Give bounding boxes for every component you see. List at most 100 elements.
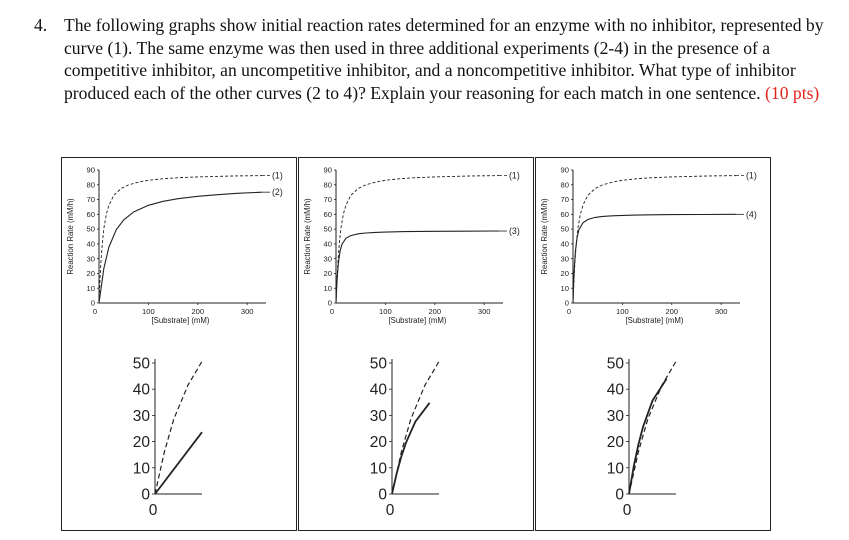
question-body: The following graphs show initial reacti… xyxy=(64,14,834,104)
y-tick-label: 60 xyxy=(324,210,332,219)
y-axis-title: Reaction Rate (mM/h) xyxy=(303,198,312,275)
inset-x-tick-label: 0 xyxy=(386,502,395,519)
inset-y-tick-label: 0 xyxy=(378,487,387,504)
y-tick-label: 70 xyxy=(561,195,569,204)
series-line xyxy=(98,191,263,304)
y-axis-title: Reaction Rate (mM/h) xyxy=(540,198,549,275)
inset-series-line xyxy=(154,361,203,495)
x-tick-label: 200 xyxy=(665,307,678,316)
inset-y-tick-label: 0 xyxy=(615,487,624,504)
inset-y-tick-label: 40 xyxy=(370,382,388,399)
inset-y-tick-label: 20 xyxy=(370,434,388,451)
y-tick-label: 10 xyxy=(87,284,95,293)
graph-panel-1: 0 10 20 30 40 50 60 70 80 90 0 100 200 300 [Substrate]… xyxy=(61,157,297,531)
chart-inset-2: 0 10 20 30 40 50 0 xyxy=(370,356,440,519)
x-tick-label: 0 xyxy=(567,307,571,316)
x-tick-label: 0 xyxy=(330,307,334,316)
y-tick-label: 80 xyxy=(87,180,95,189)
chart-main-1: 0 10 20 30 40 50 60 70 80 90 0 100 200 300 [Substrate]… xyxy=(66,166,283,325)
inset-y-tick-label: 30 xyxy=(133,408,151,425)
y-tick-label: 60 xyxy=(561,210,569,219)
inset-series-line xyxy=(391,361,440,495)
x-tick-label: 300 xyxy=(241,307,254,316)
series-line xyxy=(335,175,500,304)
inset-y-tick-label: 10 xyxy=(133,460,151,477)
inset-y-tick-label: 30 xyxy=(370,408,388,425)
series-label: (1) xyxy=(509,171,520,181)
y-tick-label: 0 xyxy=(565,299,569,308)
inset-y-tick-label: 0 xyxy=(141,487,150,504)
inset-y-tick-label: 50 xyxy=(370,356,388,373)
x-tick-label: 200 xyxy=(428,307,441,316)
graph-panel-2: 0 10 20 30 40 50 60 70 80 90 0 100 200 300 [Substrate]… xyxy=(298,157,534,531)
y-tick-label: 50 xyxy=(324,225,332,234)
x-tick-label: 300 xyxy=(478,307,491,316)
chart-main-2: 0 10 20 30 40 50 60 70 80 90 0 100 200 300 [Substrate]… xyxy=(303,166,520,325)
x-tick-label: 200 xyxy=(191,307,204,316)
y-tick-label: 80 xyxy=(561,180,569,189)
inset-x-tick-label: 0 xyxy=(623,502,632,519)
inset-series-line xyxy=(154,431,203,495)
inset-y-tick-label: 40 xyxy=(133,382,151,399)
x-axis-title: [Substrate] (mM) xyxy=(625,316,683,325)
inset-y-tick-label: 10 xyxy=(370,460,388,477)
y-tick-label: 10 xyxy=(561,284,569,293)
chart-inset-1: 0 10 20 30 40 50 0 xyxy=(133,356,203,519)
y-tick-label: 40 xyxy=(561,239,569,248)
inset-x-tick-label: 0 xyxy=(149,502,158,519)
y-tick-label: 30 xyxy=(561,254,569,263)
y-tick-label: 40 xyxy=(324,239,332,248)
y-axis-title: Reaction Rate (mM/h) xyxy=(66,198,75,275)
series-label: (4) xyxy=(746,209,757,219)
y-tick-label: 20 xyxy=(561,269,569,278)
chart-inset-3: 0 10 20 30 40 50 0 xyxy=(607,356,677,519)
series-line xyxy=(335,230,500,304)
y-tick-label: 0 xyxy=(91,299,95,308)
inset-y-tick-label: 30 xyxy=(607,408,625,425)
series-line xyxy=(98,175,263,304)
series-line xyxy=(572,213,737,304)
question-points: (10 pts) xyxy=(765,82,820,103)
series-label: (2) xyxy=(272,187,283,197)
chart-main-3: 0 10 20 30 40 50 60 70 80 90 0 100 200 300 [Substrate]… xyxy=(540,166,757,325)
series-label: (3) xyxy=(509,226,520,236)
inset-y-tick-label: 40 xyxy=(607,382,625,399)
y-tick-label: 70 xyxy=(324,195,332,204)
x-tick-label: 100 xyxy=(616,307,629,316)
y-tick-label: 90 xyxy=(324,166,332,175)
graph-panel-3: 0 10 20 30 40 50 60 70 80 90 0 100 200 300 [Substrate]… xyxy=(535,157,771,531)
y-tick-label: 40 xyxy=(87,239,95,248)
question-number: 4. xyxy=(34,15,48,35)
y-tick-label: 90 xyxy=(561,166,569,175)
question-text-block: 4. The following graphs show initial rea… xyxy=(34,14,834,104)
x-tick-label: 0 xyxy=(93,307,97,316)
inset-y-tick-label: 50 xyxy=(133,356,151,373)
y-tick-label: 30 xyxy=(87,254,95,263)
y-tick-label: 10 xyxy=(324,284,332,293)
inset-y-tick-label: 20 xyxy=(133,434,151,451)
x-tick-label: 100 xyxy=(142,307,155,316)
y-tick-label: 50 xyxy=(561,225,569,234)
x-tick-label: 300 xyxy=(715,307,728,316)
x-tick-label: 100 xyxy=(379,307,392,316)
question-text: The following graphs show initial reacti… xyxy=(64,15,824,103)
y-tick-label: 60 xyxy=(87,210,95,219)
y-tick-label: 90 xyxy=(87,166,95,175)
y-tick-label: 80 xyxy=(324,180,332,189)
inset-y-tick-label: 50 xyxy=(607,356,625,373)
y-tick-label: 70 xyxy=(87,195,95,204)
inset-y-tick-label: 20 xyxy=(607,434,625,451)
y-tick-label: 20 xyxy=(87,269,95,278)
y-tick-label: 30 xyxy=(324,254,332,263)
y-tick-label: 0 xyxy=(328,299,332,308)
inset-series-line xyxy=(628,378,668,495)
x-axis-title: [Substrate] (mM) xyxy=(388,316,446,325)
series-label: (1) xyxy=(272,171,283,181)
inset-series-line xyxy=(628,361,677,495)
inset-series-line xyxy=(391,402,431,495)
y-tick-label: 20 xyxy=(324,269,332,278)
inset-y-tick-label: 10 xyxy=(607,460,625,477)
y-tick-label: 50 xyxy=(87,225,95,234)
x-axis-title: [Substrate] (mM) xyxy=(151,316,209,325)
series-line xyxy=(572,175,737,304)
